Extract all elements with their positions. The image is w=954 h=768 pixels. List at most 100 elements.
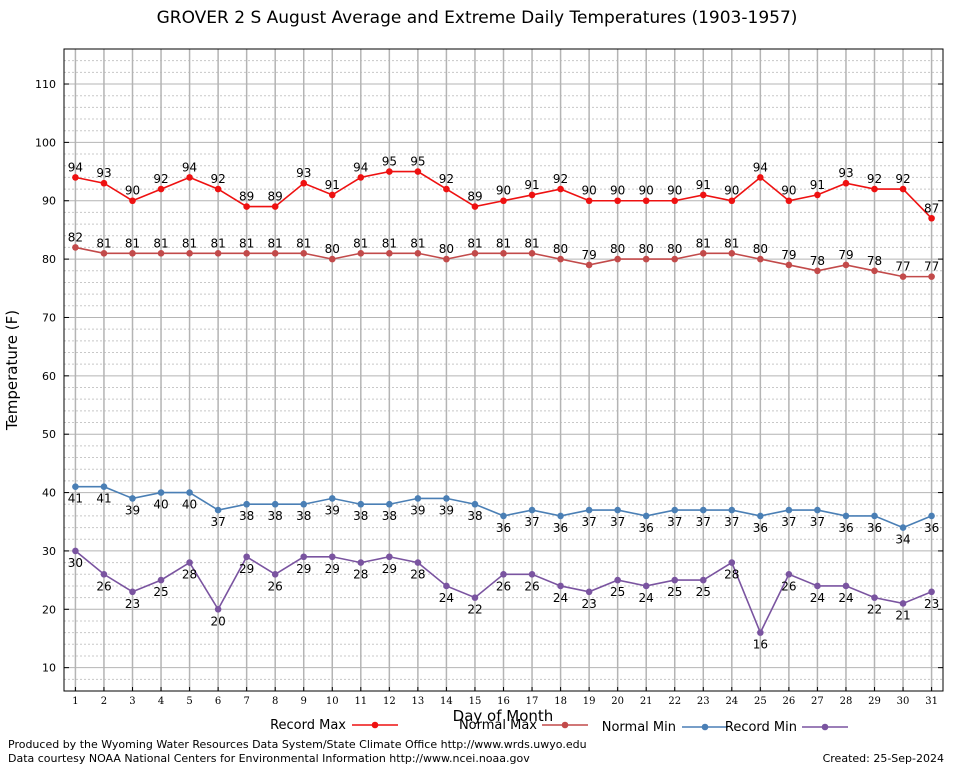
data-point	[871, 185, 878, 193]
data-label: 93	[838, 166, 853, 180]
data-point	[585, 197, 593, 205]
data-label: 78	[867, 254, 882, 268]
data-point	[642, 512, 650, 520]
data-point	[699, 191, 707, 199]
legend-swatch-marker	[821, 723, 829, 731]
data-point	[100, 179, 108, 187]
data-label: 80	[639, 242, 654, 256]
y-tick-label: 70	[42, 311, 56, 324]
data-label: 25	[610, 585, 625, 599]
data-point	[757, 512, 764, 520]
data-point	[899, 600, 907, 607]
data-point	[842, 261, 850, 269]
data-label: 36	[838, 521, 853, 535]
data-point	[871, 267, 878, 275]
data-point	[557, 185, 564, 193]
data-point	[671, 255, 679, 263]
data-point	[728, 197, 736, 205]
data-label: 25	[667, 585, 682, 599]
data-point	[528, 570, 536, 578]
data-point	[129, 249, 136, 257]
data-point	[642, 582, 650, 590]
data-label: 23	[924, 597, 939, 611]
data-label: 92	[867, 172, 882, 186]
data-point	[471, 249, 479, 257]
chart-title: GROVER 2 S August Average and Extreme Da…	[156, 8, 798, 28]
data-label: 93	[296, 166, 311, 180]
data-point	[100, 249, 108, 257]
data-point	[757, 174, 764, 181]
data-label: 81	[353, 236, 368, 250]
data-label: 90	[724, 184, 739, 198]
data-point	[671, 576, 679, 584]
data-label: 81	[96, 236, 111, 250]
data-label: 90	[639, 184, 654, 198]
data-point	[328, 553, 336, 561]
data-label: 89	[467, 190, 482, 204]
data-point	[557, 255, 564, 263]
data-label: 41	[68, 492, 83, 506]
x-tick-label: 13	[412, 696, 425, 707]
created-date: Created: 25-Sep-2024	[822, 752, 944, 765]
y-tick-label: 10	[42, 662, 56, 675]
x-tick-label: 9	[301, 696, 307, 707]
data-point	[842, 179, 850, 187]
data-label: 25	[153, 585, 168, 599]
y-tick-label: 80	[42, 253, 56, 266]
data-label: 81	[382, 236, 397, 250]
data-label: 77	[895, 260, 910, 274]
data-label: 41	[96, 492, 111, 506]
data-point	[100, 570, 108, 578]
data-label: 29	[382, 562, 397, 576]
data-label: 30	[68, 556, 83, 570]
legend-swatch-marker	[701, 723, 709, 731]
data-point	[728, 559, 736, 566]
data-point	[928, 588, 935, 596]
data-label: 90	[496, 184, 511, 198]
data-label: 89	[268, 190, 283, 204]
data-label: 23	[125, 597, 140, 611]
data-point	[500, 197, 507, 205]
data-label: 37	[610, 515, 625, 529]
data-point	[414, 559, 422, 566]
data-label: 78	[810, 254, 825, 268]
y-tick-label: 110	[35, 78, 56, 91]
x-tick-label: 27	[811, 696, 824, 707]
data-point	[300, 553, 308, 561]
data-point	[100, 483, 108, 491]
data-point	[386, 500, 393, 508]
data-label: 80	[439, 242, 454, 256]
x-tick-label: 5	[186, 696, 192, 707]
data-label: 79	[581, 248, 596, 262]
data-label: 82	[68, 230, 83, 244]
data-label: 95	[410, 155, 425, 169]
data-point	[728, 506, 736, 514]
data-point	[443, 255, 450, 263]
data-point	[899, 273, 907, 280]
data-point	[414, 495, 422, 502]
data-label: 28	[182, 568, 197, 582]
data-point	[243, 500, 250, 508]
data-label: 26	[96, 579, 111, 593]
data-point	[414, 249, 422, 257]
x-tick-label: 17	[526, 696, 539, 707]
data-label: 90	[125, 184, 140, 198]
data-point	[357, 249, 365, 257]
data-label: 23	[581, 597, 596, 611]
x-tick-label: 28	[840, 696, 853, 707]
data-point	[557, 582, 564, 590]
data-point	[214, 605, 222, 613]
data-point	[443, 185, 450, 193]
data-label: 80	[325, 242, 340, 256]
data-label: 80	[553, 242, 568, 256]
data-label: 37	[810, 515, 825, 529]
data-point	[414, 168, 422, 175]
data-point	[614, 255, 621, 263]
data-label: 40	[153, 498, 168, 512]
data-point	[785, 570, 793, 578]
x-tick-label: 23	[697, 696, 710, 707]
y-tick-label: 40	[42, 487, 56, 500]
data-label: 81	[268, 236, 283, 250]
data-point	[328, 255, 336, 263]
data-point	[214, 249, 222, 257]
